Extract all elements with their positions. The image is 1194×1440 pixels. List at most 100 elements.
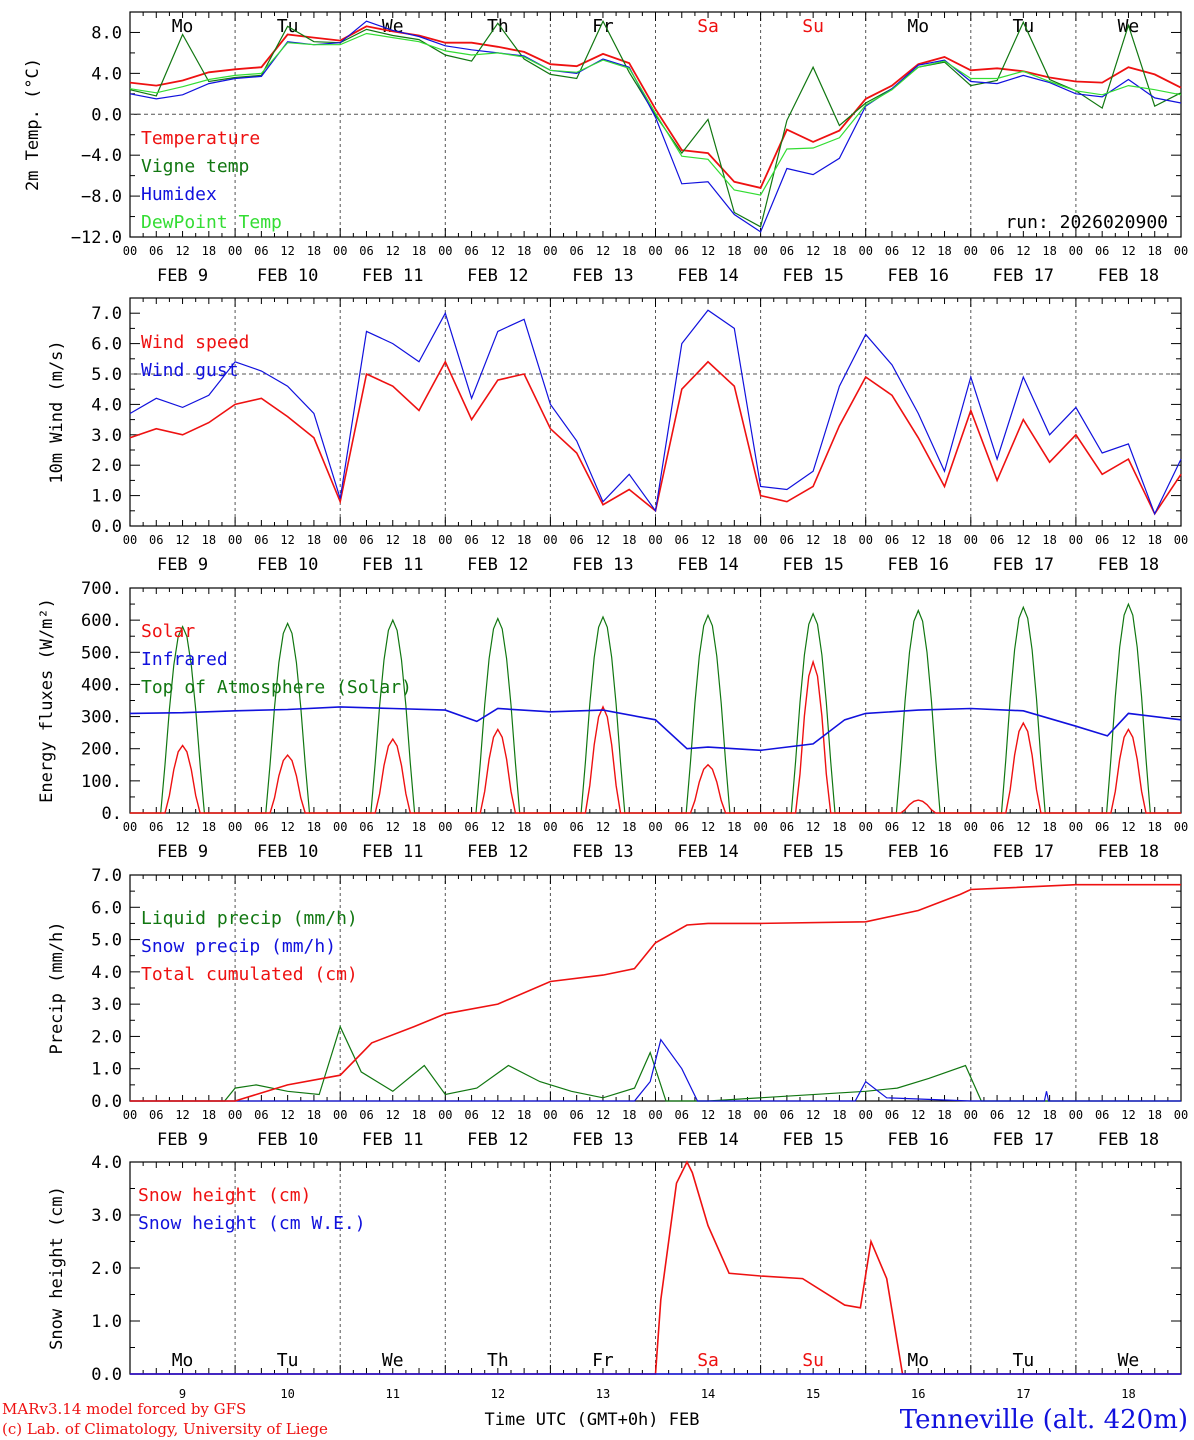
hour-tick-label: 06 (149, 820, 163, 834)
hour-tick-label: 18 (727, 820, 741, 834)
hour-tick-label: 18 (622, 820, 636, 834)
y-tick-label: 8.0 (91, 23, 122, 43)
date-label: FEB 13 (572, 266, 633, 286)
hour-tick-label: 06 (885, 533, 899, 547)
y-tick-label: 4.0 (91, 64, 122, 84)
credit-line-1: MARv3.14 model forced by GFS (2, 1400, 246, 1418)
hour-tick-label: 06 (254, 533, 268, 547)
weekday-label: Sa (697, 1350, 719, 1371)
weekday-label: Sa (697, 16, 719, 37)
hour-tick-label: 00 (858, 244, 872, 258)
hour-tick-label: 00 (333, 820, 347, 834)
hour-tick-label: 06 (675, 820, 689, 834)
hour-tick-label: 06 (359, 533, 373, 547)
hour-tick-label: 18 (202, 244, 216, 258)
hour-tick-label: 00 (228, 533, 242, 547)
weekday-label: Mo (907, 16, 929, 37)
hour-tick-label: 12 (386, 820, 400, 834)
hour-tick-label: 18 (1147, 1108, 1161, 1122)
hour-tick-label: 18 (202, 533, 216, 547)
hour-tick-label: 18 (937, 533, 951, 547)
hour-tick-label: 00 (438, 1108, 452, 1122)
series-snow-height-cm- (130, 1160, 1181, 1375)
hour-tick-label: 06 (780, 244, 794, 258)
date-label: FEB 9 (157, 266, 208, 286)
date-label: FEB 11 (362, 842, 423, 862)
date-label: FEB 18 (1098, 555, 1159, 575)
day-number-label: 10 (280, 1387, 294, 1401)
weekday-label: Fr (592, 16, 614, 37)
hour-tick-label: 06 (990, 1108, 1004, 1122)
hour-tick-label: 06 (990, 244, 1004, 258)
y-tick-label: 100. (81, 772, 122, 792)
y-tick-label: 2.0 (91, 456, 122, 476)
hour-tick-label: 06 (1095, 1108, 1109, 1122)
hour-tick-label: 12 (386, 1108, 400, 1122)
date-label: FEB 15 (782, 555, 843, 575)
date-label: FEB 13 (572, 555, 633, 575)
date-label: FEB 13 (572, 842, 633, 862)
hour-tick-label: 12 (806, 1108, 820, 1122)
hour-tick-label: 00 (753, 820, 767, 834)
hour-tick-label: 12 (1121, 820, 1135, 834)
date-label: FEB 17 (993, 1130, 1054, 1150)
hour-tick-label: 18 (622, 1108, 636, 1122)
hour-tick-label: 18 (937, 1108, 951, 1122)
y-axis-title: Snow height (cm) (47, 1186, 67, 1350)
hour-tick-label: 06 (254, 244, 268, 258)
date-label: FEB 10 (257, 266, 318, 286)
date-label: FEB 12 (467, 555, 528, 575)
weekday-label: Tu (277, 1350, 299, 1371)
y-tick-label: 4.0 (91, 963, 122, 983)
hour-tick-label: 06 (359, 820, 373, 834)
day-number-label: 18 (1121, 1387, 1135, 1401)
hour-tick-label: 06 (569, 820, 583, 834)
hour-tick-label: 06 (254, 1108, 268, 1122)
legend-entry: Solar (141, 621, 195, 642)
y-tick-label: 400. (81, 675, 122, 695)
y-tick-label: −8.0 (81, 187, 122, 207)
hour-tick-label: 18 (517, 820, 531, 834)
day-number-label: 17 (1016, 1387, 1030, 1401)
hour-tick-label: 00 (123, 244, 137, 258)
hour-tick-label: 06 (359, 1108, 373, 1122)
hour-tick-label: 18 (1042, 244, 1056, 258)
hour-tick-label: 18 (1147, 533, 1161, 547)
date-label: FEB 12 (467, 1130, 528, 1150)
date-label: FEB 14 (677, 842, 738, 862)
hour-tick-label: 12 (701, 533, 715, 547)
hour-tick-label: 12 (386, 244, 400, 258)
hour-tick-label: 12 (596, 1108, 610, 1122)
hour-tick-label: 00 (648, 1108, 662, 1122)
hour-tick-label: 00 (964, 244, 978, 258)
hour-tick-label: 18 (517, 533, 531, 547)
y-tick-label: 200. (81, 740, 122, 760)
hour-tick-label: 18 (412, 1108, 426, 1122)
series-dewpoint-temp (129, 32, 1182, 196)
weekday-label: Su (802, 1350, 824, 1371)
hour-tick-label: 18 (412, 244, 426, 258)
date-label: FEB 12 (467, 842, 528, 862)
date-label: FEB 9 (157, 1130, 208, 1150)
hour-tick-label: 00 (753, 1108, 767, 1122)
hour-tick-label: 00 (228, 244, 242, 258)
panel-wind: 0.0 1.0 2.0 3.0 4.0 5.0 6.0 7.0 10m Wind (m/s) Wi… (47, 297, 1188, 575)
hour-tick-label: 00 (1174, 1108, 1188, 1122)
hour-tick-label: 12 (491, 820, 505, 834)
hour-tick-label: 18 (832, 820, 846, 834)
y-tick-label: 0.0 (91, 105, 122, 125)
series-liquid-precip-mm-h- (130, 1025, 1181, 1102)
hour-tick-label: 12 (175, 820, 189, 834)
date-label: FEB 10 (257, 1130, 318, 1150)
hour-tick-label: 18 (1042, 1108, 1056, 1122)
hour-tick-label: 00 (648, 533, 662, 547)
hour-tick-label: 12 (1016, 533, 1030, 547)
hour-tick-label: 12 (1121, 1108, 1135, 1122)
y-tick-label: 7.0 (91, 866, 122, 886)
series-snow-precip-mm-h- (130, 1038, 1181, 1102)
hour-tick-label: 12 (806, 820, 820, 834)
y-tick-label: 0.0 (91, 1092, 122, 1112)
series-vigne-temp (129, 19, 1182, 228)
day-number-label: 9 (179, 1387, 186, 1401)
legend-entry: Humidex (141, 184, 217, 205)
